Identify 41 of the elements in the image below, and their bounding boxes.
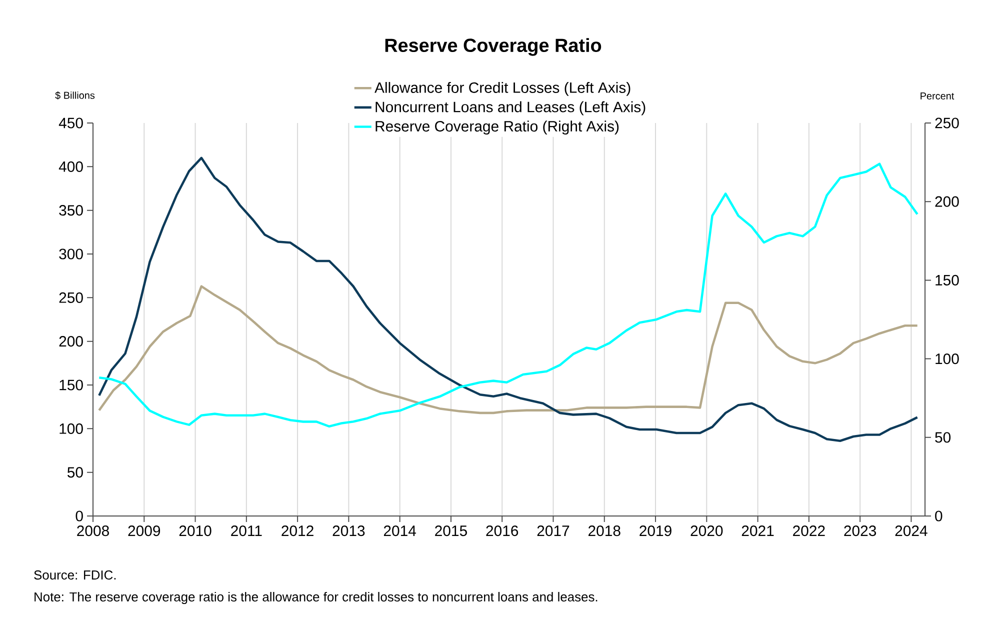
x-tick-label: 2009 xyxy=(128,526,160,536)
y2-tick-label: 0 xyxy=(935,510,942,522)
y-tick-label: 50 xyxy=(67,467,83,478)
y-tick-label: 400 xyxy=(58,161,83,172)
text: Note: The reserve coverage ratio is the allowance for credit losses to noncurrent loans and leases. xyxy=(34,592,598,604)
x-tick-label: 2014 xyxy=(384,526,416,536)
y2-tick-label: 150 xyxy=(936,274,959,286)
x-tick-label: 2021 xyxy=(742,526,774,536)
y-tick-label: 0 xyxy=(76,510,83,522)
x-tick-label: 2008 xyxy=(77,526,109,536)
chart-title: Reserve Coverage Ratio xyxy=(385,38,602,56)
x-tick-label: 2019 xyxy=(640,526,672,536)
y2-tick-label: 200 xyxy=(935,196,959,207)
y-tick-label: 450 xyxy=(58,118,83,128)
y-tick-label: 100 xyxy=(60,423,83,434)
legend-label: Reserve Coverage Ratio (Right Axis) xyxy=(376,120,619,135)
x-tick-label: 2012 xyxy=(282,526,314,536)
source-note: Source: FDIC. xyxy=(34,570,116,580)
legend-label: Allowance for Credit Losses (Left Axis) xyxy=(374,82,630,96)
y2-tick-label: 100 xyxy=(936,354,959,364)
x-tick-label: 2011 xyxy=(231,526,262,536)
x-tick-label: 2013 xyxy=(332,526,365,536)
y-tick-label: 300 xyxy=(59,248,83,260)
y2-tick-label: 50 xyxy=(935,432,951,443)
x-tick-label: 2024 xyxy=(895,526,928,536)
x-tick-label: 2018 xyxy=(588,526,620,536)
y2-tick-label: 250 xyxy=(935,118,959,128)
x-tick-label: 2015 xyxy=(435,526,467,536)
y2-axis-title: Percent xyxy=(920,92,954,100)
x-tick-label: 2020 xyxy=(690,526,723,536)
y-axis-title: $ Billions xyxy=(55,91,95,100)
y-tick-label: 250 xyxy=(59,292,83,303)
x-tick-label: 2017 xyxy=(537,526,570,536)
y-tick-label: 200 xyxy=(59,336,83,347)
y-tick-label: 350 xyxy=(59,205,83,216)
x-tick-label: 2022 xyxy=(793,526,825,536)
legend-label: Noncurrent Loans and Leases (Left Axis) xyxy=(376,101,646,116)
x-tick-label: 2010 xyxy=(179,526,212,536)
x-tick-label: 2016 xyxy=(486,526,518,536)
y-tick-label: 150 xyxy=(60,380,83,390)
x-tick-label: 2023 xyxy=(844,526,876,536)
